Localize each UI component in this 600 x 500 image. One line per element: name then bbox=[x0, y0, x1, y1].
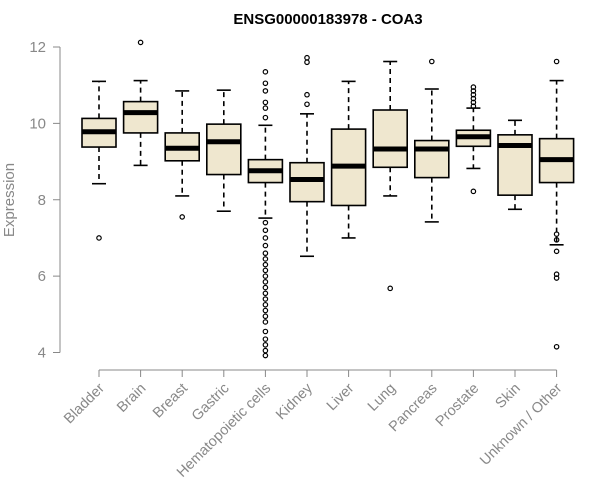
box-group-5 bbox=[247, 69, 284, 359]
box bbox=[122, 100, 159, 134]
outlier-point bbox=[304, 101, 310, 108]
outlier-point bbox=[262, 250, 269, 257]
x-tick-label-6: Kidney bbox=[273, 380, 316, 423]
y-axis-label: Expression bbox=[1, 163, 18, 237]
outlier-point bbox=[262, 69, 269, 75]
outlier-point bbox=[553, 275, 560, 281]
x-tick-label-8: Lung bbox=[365, 381, 399, 415]
outlier-point bbox=[553, 343, 560, 350]
outlier-point bbox=[262, 227, 269, 234]
outlier-point bbox=[262, 256, 269, 262]
box-group-9 bbox=[413, 58, 450, 223]
box bbox=[372, 109, 409, 169]
box bbox=[289, 161, 325, 203]
y-tick-label-4: 4 bbox=[38, 345, 46, 362]
outlier-point bbox=[262, 352, 269, 359]
box-group-12 bbox=[538, 58, 575, 350]
x-tick-label-11: Skin bbox=[493, 381, 524, 412]
outlier-point bbox=[137, 39, 144, 46]
outlier-point bbox=[262, 88, 269, 94]
outlier-point bbox=[262, 261, 269, 268]
outlier-point bbox=[262, 336, 269, 342]
outlier-point bbox=[470, 188, 477, 195]
outlier-point bbox=[262, 279, 269, 285]
outlier-point bbox=[553, 231, 560, 237]
outlier-point bbox=[96, 235, 102, 241]
box-group-6 bbox=[289, 54, 325, 258]
outlier-point bbox=[262, 342, 269, 348]
outlier-point bbox=[262, 328, 269, 335]
box-group-3 bbox=[164, 90, 200, 220]
chart-title: ENSG00000183978 - COA3 bbox=[233, 11, 422, 28]
x-tick-label-2: Brain bbox=[114, 381, 149, 416]
outlier-point bbox=[262, 284, 269, 291]
box bbox=[206, 123, 242, 176]
outlier-point bbox=[553, 58, 560, 65]
y-tick-label-6: 6 bbox=[38, 268, 46, 285]
box-group-7 bbox=[330, 80, 367, 239]
outlier-point bbox=[262, 301, 269, 308]
outlier-point bbox=[470, 103, 477, 109]
outlier-point bbox=[179, 214, 186, 220]
outlier-point bbox=[262, 290, 269, 297]
outlier-point bbox=[262, 273, 269, 279]
box-group-1 bbox=[81, 80, 117, 241]
outlier-point bbox=[262, 219, 269, 226]
outlier-point bbox=[553, 248, 560, 255]
x-tick-label-3: Breast bbox=[150, 381, 191, 422]
outlier-point bbox=[262, 105, 269, 111]
y-tick-label-8: 8 bbox=[38, 192, 46, 209]
outlier-point bbox=[304, 59, 310, 66]
outlier-point bbox=[553, 237, 560, 243]
plot-area bbox=[81, 39, 575, 359]
outlier-point bbox=[262, 347, 269, 354]
box-group-4 bbox=[206, 89, 242, 213]
outlier-point bbox=[262, 242, 269, 249]
outlier-point bbox=[387, 285, 394, 292]
box-group-10 bbox=[455, 84, 492, 195]
y-tick-label-10: 10 bbox=[29, 115, 46, 132]
box bbox=[413, 139, 450, 179]
x-tick-label-7: Liver bbox=[324, 380, 358, 414]
outlier-point bbox=[262, 235, 269, 241]
box-group-2 bbox=[122, 39, 159, 167]
outlier-point bbox=[262, 307, 269, 314]
outlier-point bbox=[304, 54, 310, 61]
outlier-point bbox=[262, 80, 269, 87]
outlier-point bbox=[262, 99, 269, 106]
outlier-point bbox=[262, 319, 269, 325]
outlier-point bbox=[262, 313, 269, 320]
outlier-point bbox=[262, 296, 269, 302]
outlier-point bbox=[262, 267, 269, 274]
x-tick-label-1: Bladder bbox=[61, 380, 108, 427]
outlier-point bbox=[262, 114, 269, 121]
outlier-point bbox=[428, 58, 435, 65]
x-tick-label-10: Prostate bbox=[433, 381, 482, 430]
outlier-point bbox=[304, 91, 310, 98]
box-group-11 bbox=[497, 119, 533, 211]
y-tick-label-12: 12 bbox=[29, 39, 46, 56]
box-group-8 bbox=[372, 60, 409, 292]
